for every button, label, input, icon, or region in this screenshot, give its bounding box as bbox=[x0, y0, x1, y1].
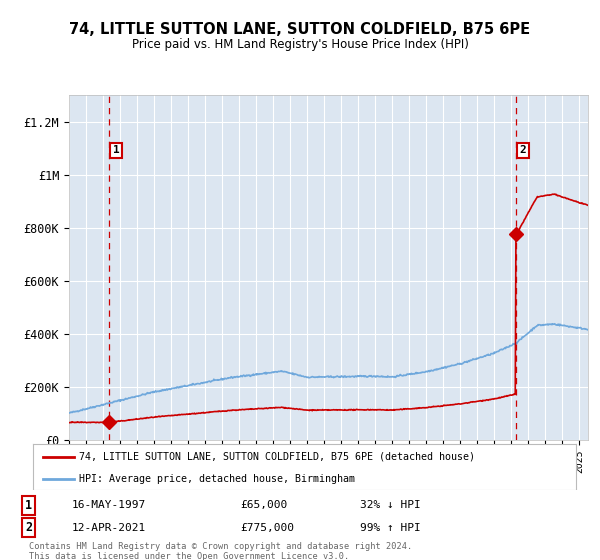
Text: £65,000: £65,000 bbox=[240, 501, 287, 510]
Text: 2: 2 bbox=[520, 145, 526, 155]
Text: 16-MAY-1997: 16-MAY-1997 bbox=[72, 501, 146, 510]
Text: Contains HM Land Registry data © Crown copyright and database right 2024.
This d: Contains HM Land Registry data © Crown c… bbox=[29, 542, 412, 560]
Text: 74, LITTLE SUTTON LANE, SUTTON COLDFIELD, B75 6PE: 74, LITTLE SUTTON LANE, SUTTON COLDFIELD… bbox=[70, 22, 530, 38]
Text: 1: 1 bbox=[113, 145, 119, 155]
Text: £775,000: £775,000 bbox=[240, 523, 294, 533]
Text: 74, LITTLE SUTTON LANE, SUTTON COLDFIELD, B75 6PE (detached house): 74, LITTLE SUTTON LANE, SUTTON COLDFIELD… bbox=[79, 452, 475, 462]
Text: HPI: Average price, detached house, Birmingham: HPI: Average price, detached house, Birm… bbox=[79, 474, 355, 483]
Text: 2: 2 bbox=[25, 521, 32, 534]
Text: Price paid vs. HM Land Registry's House Price Index (HPI): Price paid vs. HM Land Registry's House … bbox=[131, 38, 469, 51]
Text: 1: 1 bbox=[25, 499, 32, 512]
Text: 12-APR-2021: 12-APR-2021 bbox=[72, 523, 146, 533]
Text: 32% ↓ HPI: 32% ↓ HPI bbox=[360, 501, 421, 510]
Text: 99% ↑ HPI: 99% ↑ HPI bbox=[360, 523, 421, 533]
